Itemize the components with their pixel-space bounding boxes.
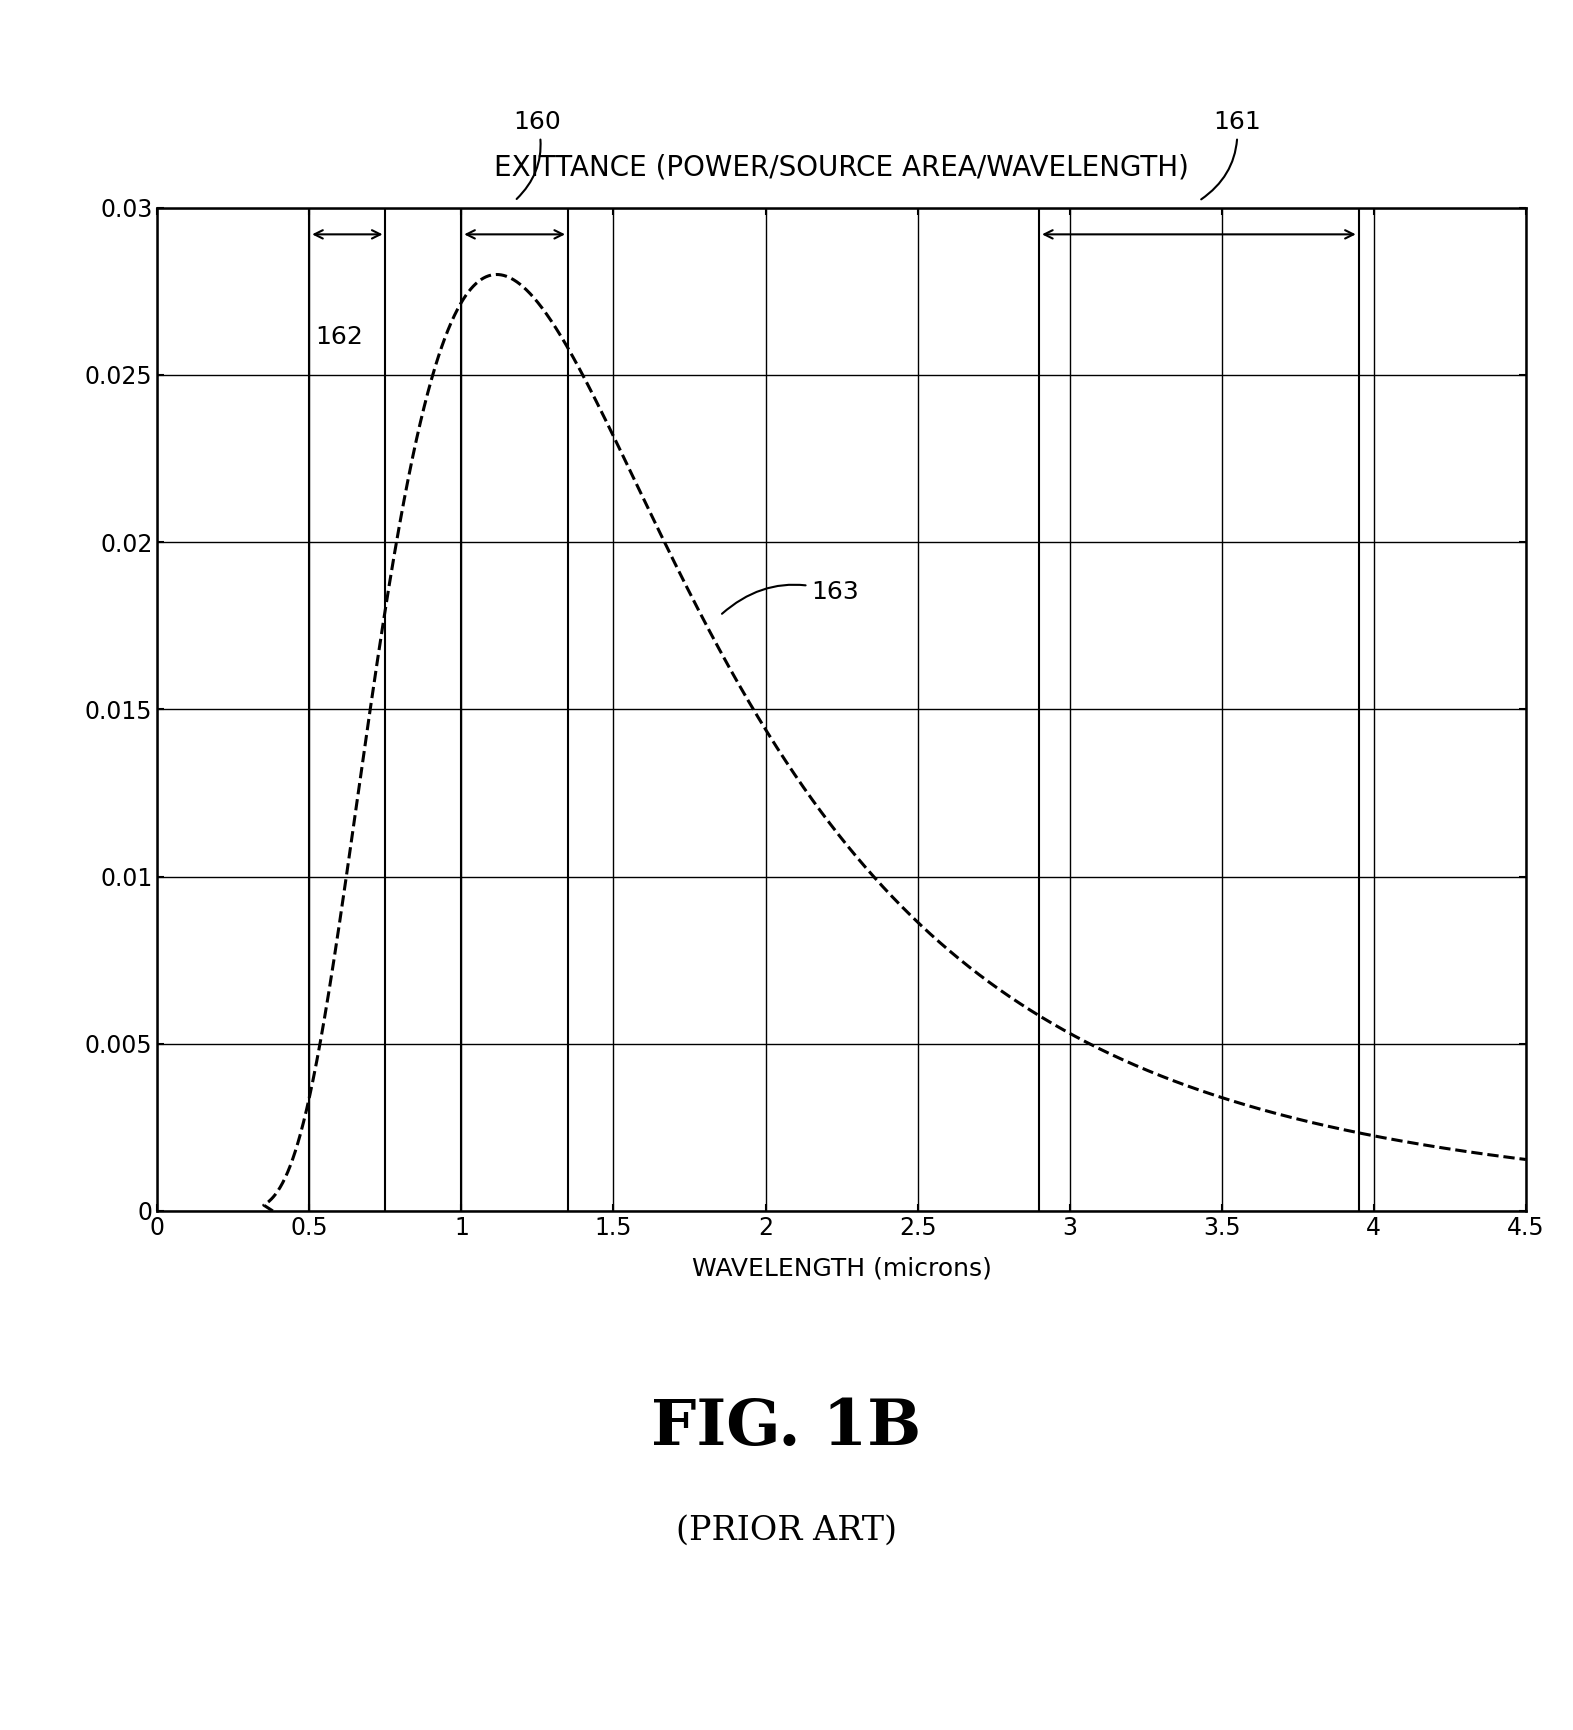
Text: 163: 163 bbox=[722, 580, 859, 614]
Text: 162: 162 bbox=[316, 325, 363, 349]
Text: (PRIOR ART): (PRIOR ART) bbox=[676, 1515, 897, 1547]
Text: FIG. 1B: FIG. 1B bbox=[651, 1396, 922, 1458]
Text: EXITTANCE (POWER/SOURCE AREA/WAVELENGTH): EXITTANCE (POWER/SOURCE AREA/WAVELENGTH) bbox=[494, 154, 1189, 182]
X-axis label: WAVELENGTH (microns): WAVELENGTH (microns) bbox=[692, 1256, 991, 1280]
Text: 160: 160 bbox=[513, 111, 562, 199]
Text: 161: 161 bbox=[1202, 111, 1262, 199]
